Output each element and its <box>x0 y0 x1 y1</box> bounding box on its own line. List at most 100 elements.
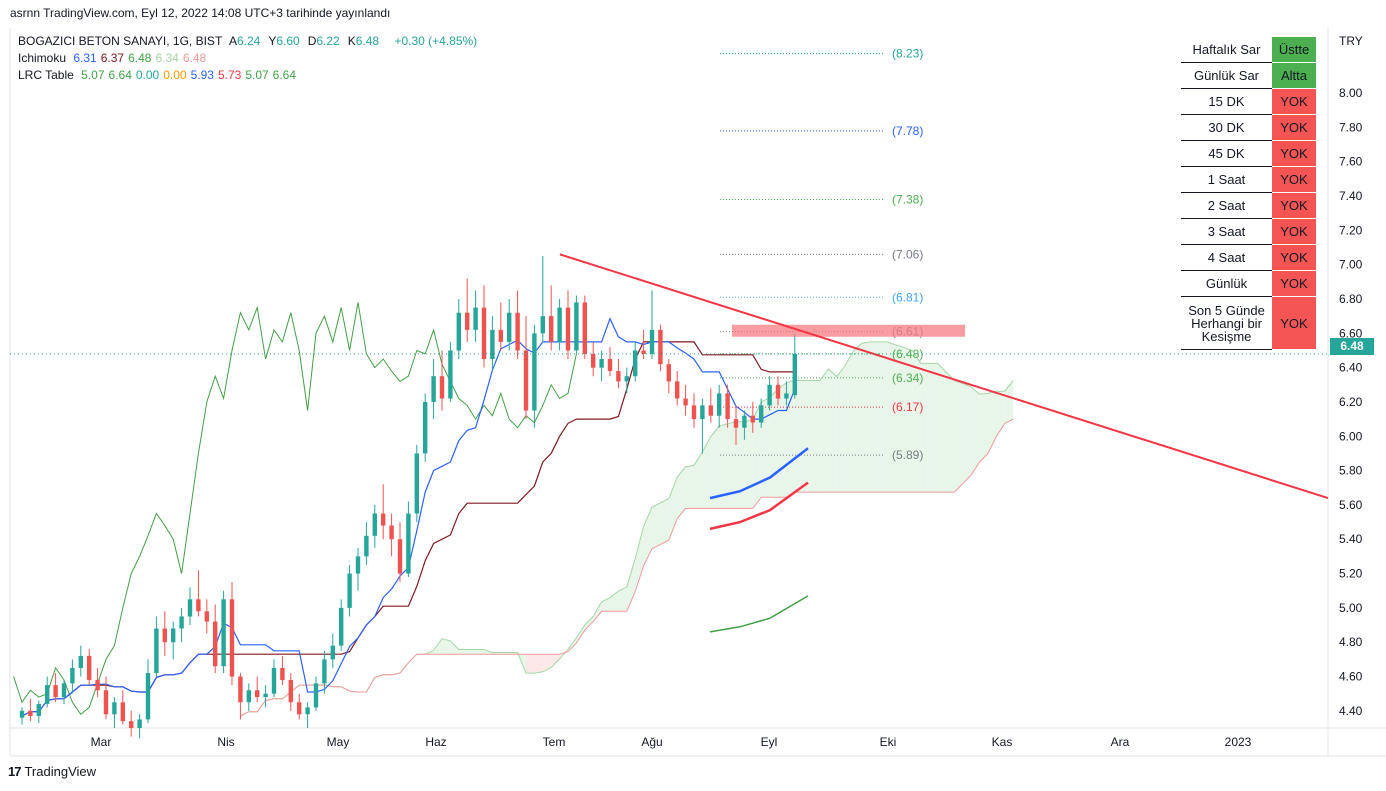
kumo-cloud-segment <box>996 391 1005 437</box>
lrc-value: 0.00 <box>163 68 187 82</box>
y-tick-label: 6.40 <box>1339 361 1363 375</box>
footer-logo-text: TradingView <box>24 764 97 779</box>
candle-body <box>322 659 327 684</box>
candle-body <box>339 607 344 646</box>
signal-status: YOK <box>1271 166 1317 193</box>
signal-label: Haftalık Sar <box>1181 36 1272 63</box>
candle-body <box>61 683 67 698</box>
kumo-cloud-segment <box>1004 380 1014 424</box>
ichimoku-value: 6.31 <box>73 51 97 65</box>
y-tick-label: 8.00 <box>1339 86 1363 100</box>
kumo-cloud-segment <box>979 393 988 463</box>
ohlc-item: Y6.60 <box>268 34 300 48</box>
candle-body <box>187 599 193 617</box>
fib-level-label: (6.48) <box>892 347 923 361</box>
signal-label: Günlük Sar <box>1181 62 1272 89</box>
y-tick-label: 7.00 <box>1339 258 1363 272</box>
legend-symbol-row: BOGAZICI BETON SANAYI, 1G, BIST A6.24 Y6.… <box>18 34 481 48</box>
candle-body <box>439 376 445 399</box>
candle-body <box>582 302 587 354</box>
kumo-cloud-segment <box>551 654 560 668</box>
candle-body <box>742 415 747 428</box>
lrc-lower-curve <box>709 595 809 633</box>
candle-body <box>78 655 83 668</box>
signal-status: Üstte <box>1271 36 1317 63</box>
candle-body <box>599 359 604 368</box>
candle-body <box>574 302 579 351</box>
x-tick-label: Tem <box>543 735 566 749</box>
candle-body <box>154 628 159 674</box>
signal-status: YOK <box>1271 192 1317 219</box>
y-tick-label: 4.60 <box>1339 670 1363 684</box>
signal-status: YOK <box>1271 244 1317 271</box>
published-caption: asrnn TradingView.com, Eyl 12, 2022 14:0… <box>10 6 391 20</box>
x-tick-label: Nis <box>217 735 234 749</box>
candle-body <box>305 707 310 715</box>
fib-level-label: (7.38) <box>892 192 923 206</box>
candle-body <box>137 719 142 728</box>
footer-brand[interactable]: 17 TradingView <box>8 764 96 779</box>
kumo-cloud-segment <box>593 601 602 622</box>
candle-body <box>725 393 730 420</box>
candle-body <box>557 307 562 342</box>
price-change: +0.30 (+4.85%) <box>394 34 478 48</box>
lrc-value: 5.93 <box>190 68 214 82</box>
legend-ichimoku-row[interactable]: Ichimoku 6.31 6.37 6.48 6.34 6.48 <box>18 51 214 65</box>
descending-trendline <box>559 253 1329 500</box>
kumo-cloud-segment <box>442 638 451 655</box>
fib-level-label: (7.06) <box>892 247 923 261</box>
x-tick-label: Eki <box>880 735 897 749</box>
symbol-name: BOGAZICI BETON SANAYI, 1G, BIST <box>18 34 223 48</box>
signal-label: Son 5 Günde Herhangi bir Kesişme <box>1181 296 1272 350</box>
candle-body <box>204 611 209 622</box>
x-tick-label: 2023 <box>1225 735 1252 749</box>
y-tick-label: 6.00 <box>1339 429 1363 443</box>
kumo-cloud-segment <box>736 421 745 509</box>
candle-body <box>465 312 470 330</box>
candle-body <box>423 401 428 454</box>
kumo-cloud-segment <box>710 425 720 509</box>
signal-table: Haftalık Sar Üstte Günlük Sar Altta 15 DK YOK… <box>1181 36 1317 350</box>
candle-body <box>229 599 235 677</box>
kumo-cloud-segment <box>685 465 694 509</box>
candle-body <box>196 599 201 612</box>
ichimoku-value: 6.34 <box>155 51 179 65</box>
y-tick-label: 6.80 <box>1339 292 1363 306</box>
candle-body <box>591 353 596 368</box>
lrc-value: 6.64 <box>272 68 297 82</box>
signal-table-row: 1 Saat YOK <box>1181 166 1317 193</box>
candle-body <box>767 384 772 406</box>
candle-body <box>330 645 335 660</box>
candle-body <box>112 702 117 715</box>
signal-status: YOK <box>1271 140 1317 167</box>
candle-body <box>733 419 739 428</box>
ichimoku-name: Ichimoku <box>18 51 67 65</box>
lrc-name: LRC Table <box>18 68 74 82</box>
x-tick-label: Ağu <box>641 735 662 749</box>
kumo-cloud-segment <box>962 383 972 484</box>
kumo-cloud-segment <box>576 625 585 644</box>
candle-body <box>263 693 268 698</box>
fib-level-label: (6.81) <box>892 290 923 304</box>
candle-body <box>641 350 646 354</box>
chikou-span-line <box>13 302 577 716</box>
candle-body <box>532 333 537 411</box>
signal-table-row: Günlük YOK <box>1181 270 1317 297</box>
candle-body <box>624 376 629 382</box>
candle-body <box>666 364 671 382</box>
legend-lrc-row[interactable]: LRC Table 5.07 6.64 0.00 0.00 5.93 5.73 5.07 6.… <box>18 68 304 82</box>
candle-body <box>120 702 125 722</box>
lrc-upper-curve <box>709 447 809 500</box>
kumo-cloud-segment <box>727 421 736 509</box>
kumo-cloud-segment <box>467 649 476 655</box>
kumo-cloud-segment <box>954 380 963 493</box>
kumo-cloud-segment <box>778 382 787 498</box>
lrc-value: 6.64 <box>108 68 132 82</box>
candle-body <box>364 535 369 557</box>
kumo-cloud-segment <box>904 347 913 493</box>
candle-body <box>280 667 285 680</box>
senkou-span-b-line <box>240 418 1014 717</box>
candle-body <box>792 353 797 396</box>
fib-level-label: (7.78) <box>892 124 923 138</box>
